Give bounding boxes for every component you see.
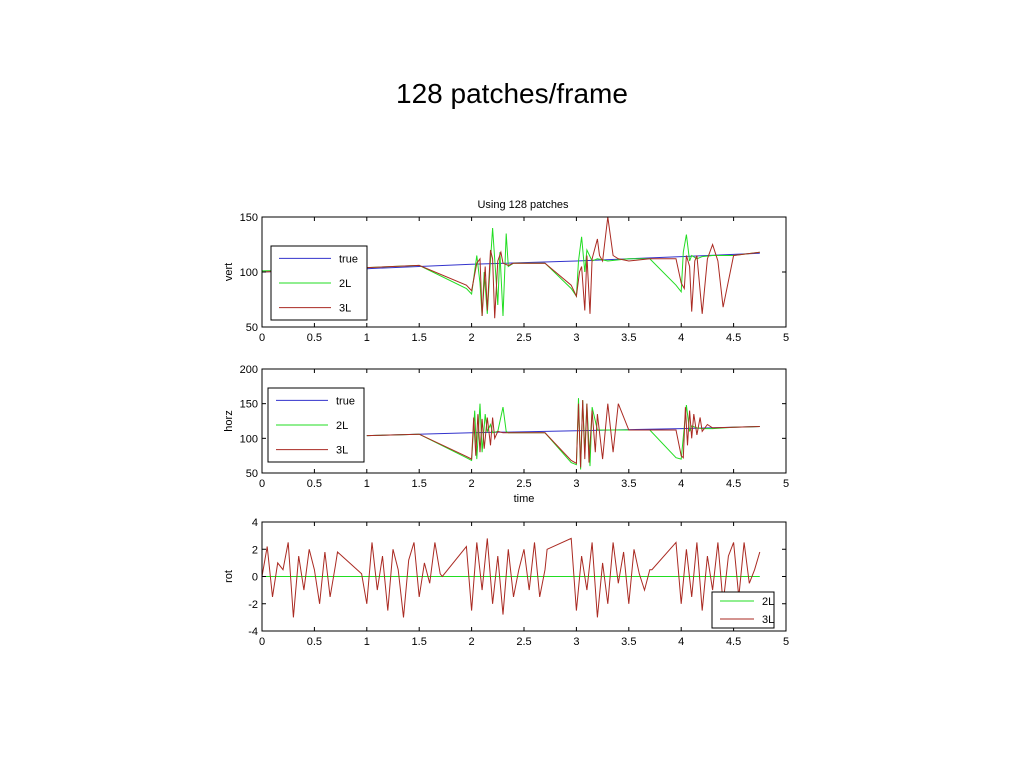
rot-ytick-label: 4 xyxy=(252,517,258,529)
vert-series-2L xyxy=(262,227,760,317)
rot-xtick-label: 3 xyxy=(573,636,579,648)
vert-legend-label-3L: 3L xyxy=(339,303,351,315)
slide-title: 128 patches/frame xyxy=(396,78,628,109)
horz-ylabel: horz xyxy=(223,410,235,431)
horz-series-3L xyxy=(366,400,760,468)
rot-panel: 0 0.5 1 1.5 2 2.5 3 3.5 4 4.5 5 -4 -2 0 2 4 rot 2L 3L xyxy=(223,517,789,648)
vert-xtick-label: 3.5 xyxy=(621,332,636,344)
rot-ytick-label: -4 xyxy=(248,626,258,638)
horz-ytick-label: 150 xyxy=(240,399,258,411)
vert-series-3L xyxy=(262,217,760,319)
vert-xtick-label: 0 xyxy=(259,332,265,344)
vert-legend-label-true: true xyxy=(339,253,358,265)
vert-xtick-label: 2 xyxy=(469,332,475,344)
horz-legend-label-true: true xyxy=(336,395,355,407)
rot-xtick-label: 0.5 xyxy=(307,636,322,648)
horz-xtick-label: 2 xyxy=(469,478,475,490)
vert-ytick-label: 100 xyxy=(240,267,258,279)
rot-xtick-label: 5 xyxy=(783,636,789,648)
horz-xtick-label: 4 xyxy=(678,478,684,490)
rot-xtick-label: 2 xyxy=(469,636,475,648)
horz-xtick-label: 3 xyxy=(573,478,579,490)
horz-panel: 0 0.5 1 1.5 2 2.5 3 3.5 4 4.5 5 50 100 150 200 horz time… xyxy=(223,364,789,505)
vert-xtick-label: 5 xyxy=(783,332,789,344)
horz-xtick-label: 5 xyxy=(783,478,789,490)
figure-title: Using 128 patches xyxy=(477,199,569,211)
horz-ytick-label: 50 xyxy=(246,468,258,480)
vert-panel: 0 0.5 1 1.5 2 2.5 3 3.5 4 4.5 5 50 100 150 vert true 2L 3… xyxy=(223,212,789,344)
horz-ytick-label: 100 xyxy=(240,433,258,445)
horz-series-true xyxy=(366,426,760,437)
rot-legend-label-3L: 3L xyxy=(762,614,774,626)
rot-xtick-label: 4.5 xyxy=(726,636,741,648)
vert-legend-label-2L: 2L xyxy=(339,278,351,290)
vert-xtick-label: 3 xyxy=(573,332,579,344)
rot-ylabel: rot xyxy=(223,570,235,583)
vert-xtick-label: 2.5 xyxy=(516,332,531,344)
rot-series-3L xyxy=(262,537,761,618)
vert-xtick-label: 0.5 xyxy=(307,332,322,344)
vert-ytick-label: 150 xyxy=(240,212,258,224)
horz-xtick-label: 0 xyxy=(259,478,265,490)
rot-legend: 2L 3L xyxy=(711,591,775,629)
rot-xtick-label: 1 xyxy=(364,636,370,648)
rot-legend-box xyxy=(711,591,775,629)
rot-ytick-label: 2 xyxy=(252,544,258,556)
vert-xtick-label: 1.5 xyxy=(412,332,427,344)
rot-ytick-label: 0 xyxy=(252,572,258,584)
horz-xtick-label: 0.5 xyxy=(307,478,322,490)
vert-xtick-label: 4.5 xyxy=(726,332,741,344)
horz-xtick-label: 1.5 xyxy=(412,478,427,490)
rot-xtick-label: 2.5 xyxy=(516,636,531,648)
vert-xtick-label: 4 xyxy=(678,332,684,344)
rot-xtick-label: 1.5 xyxy=(412,636,427,648)
horz-xtick-label: 4.5 xyxy=(726,478,741,490)
horz-xlabel: time xyxy=(514,493,535,505)
horz-series xyxy=(366,398,760,470)
rot-xtick-label: 4 xyxy=(678,636,684,648)
horz-legend: true 2L 3L xyxy=(267,387,365,463)
vert-ylabel: vert xyxy=(223,263,235,281)
vert-legend: true 2L 3L xyxy=(270,245,368,321)
horz-xtick-label: 2.5 xyxy=(516,478,531,490)
horz-xtick-label: 1 xyxy=(364,478,370,490)
rot-xtick-label: 0 xyxy=(259,636,265,648)
vert-ytick-label: 50 xyxy=(246,322,258,334)
horz-ytick-label: 200 xyxy=(240,364,258,376)
rot-ytick-label: -2 xyxy=(248,599,258,611)
horz-xtick-label: 3.5 xyxy=(621,478,636,490)
vert-xtick-label: 1 xyxy=(364,332,370,344)
horz-legend-label-2L: 2L xyxy=(336,420,348,432)
horz-legend-label-3L: 3L xyxy=(336,445,348,457)
rot-legend-label-2L: 2L xyxy=(762,596,774,608)
rot-series xyxy=(262,537,761,618)
rot-xtick-label: 3.5 xyxy=(621,636,636,648)
